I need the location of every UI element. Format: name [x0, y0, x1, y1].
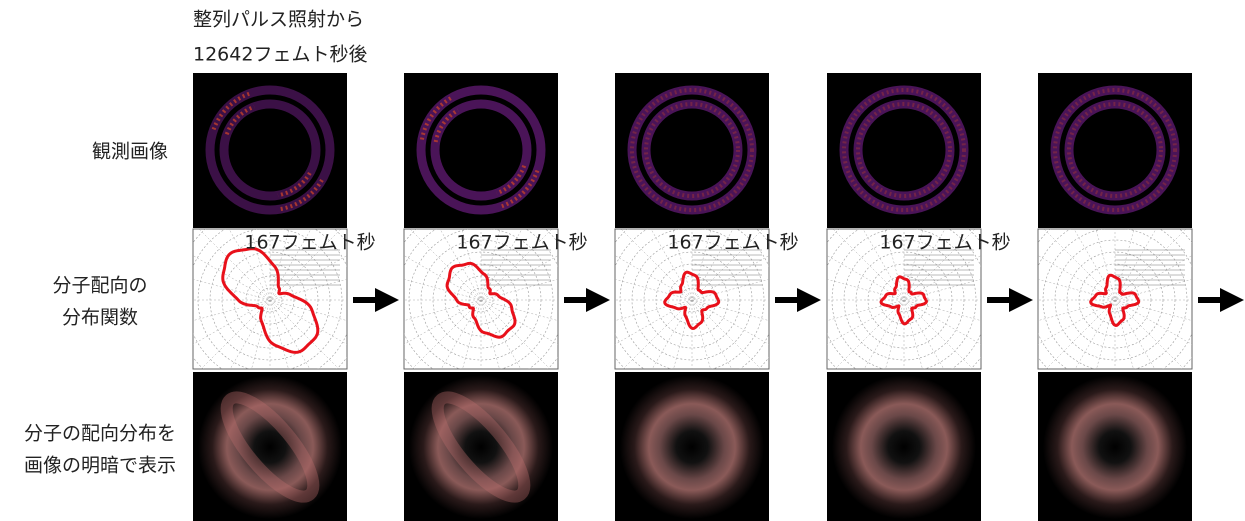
glow-ring — [620, 375, 764, 519]
glow-ring — [1043, 375, 1187, 519]
glow-ring — [198, 375, 342, 519]
row-label: 観測画像 — [92, 141, 168, 163]
interval-label: 167フェムト秒 — [667, 232, 798, 254]
observed-image — [404, 73, 558, 228]
polar-grid — [170, 200, 370, 400]
header-line: 整列パルス照射から — [193, 9, 364, 31]
panels — [170, 73, 1232, 521]
figure: 整列パルス照射から 12642フェムト秒後 観測画像 分子配向の 分布関数 分子… — [0, 0, 1245, 521]
row-label: 画像の明暗で表示 — [24, 455, 176, 477]
row-label: 分布関数 — [62, 307, 138, 329]
observed-image — [615, 73, 769, 228]
observed-image — [193, 73, 347, 228]
polar-grid — [592, 200, 792, 400]
header-line: 12642フェムト秒後 — [193, 44, 367, 66]
observed-image — [1038, 73, 1192, 228]
interval-label: 167フェムト秒 — [456, 232, 587, 254]
observed-image — [827, 73, 981, 228]
polar-grid — [804, 200, 1004, 400]
polar-grid — [1015, 200, 1215, 400]
polar-grid — [381, 200, 581, 400]
glow-ring — [832, 375, 976, 519]
interval-label: 167フェムト秒 — [879, 232, 1010, 254]
interval-label: 167フェムト秒 — [244, 232, 375, 254]
row-label: 分子の配向分布を — [24, 423, 176, 445]
row-label: 分子配向の — [52, 275, 147, 297]
glow-ring — [409, 375, 553, 519]
